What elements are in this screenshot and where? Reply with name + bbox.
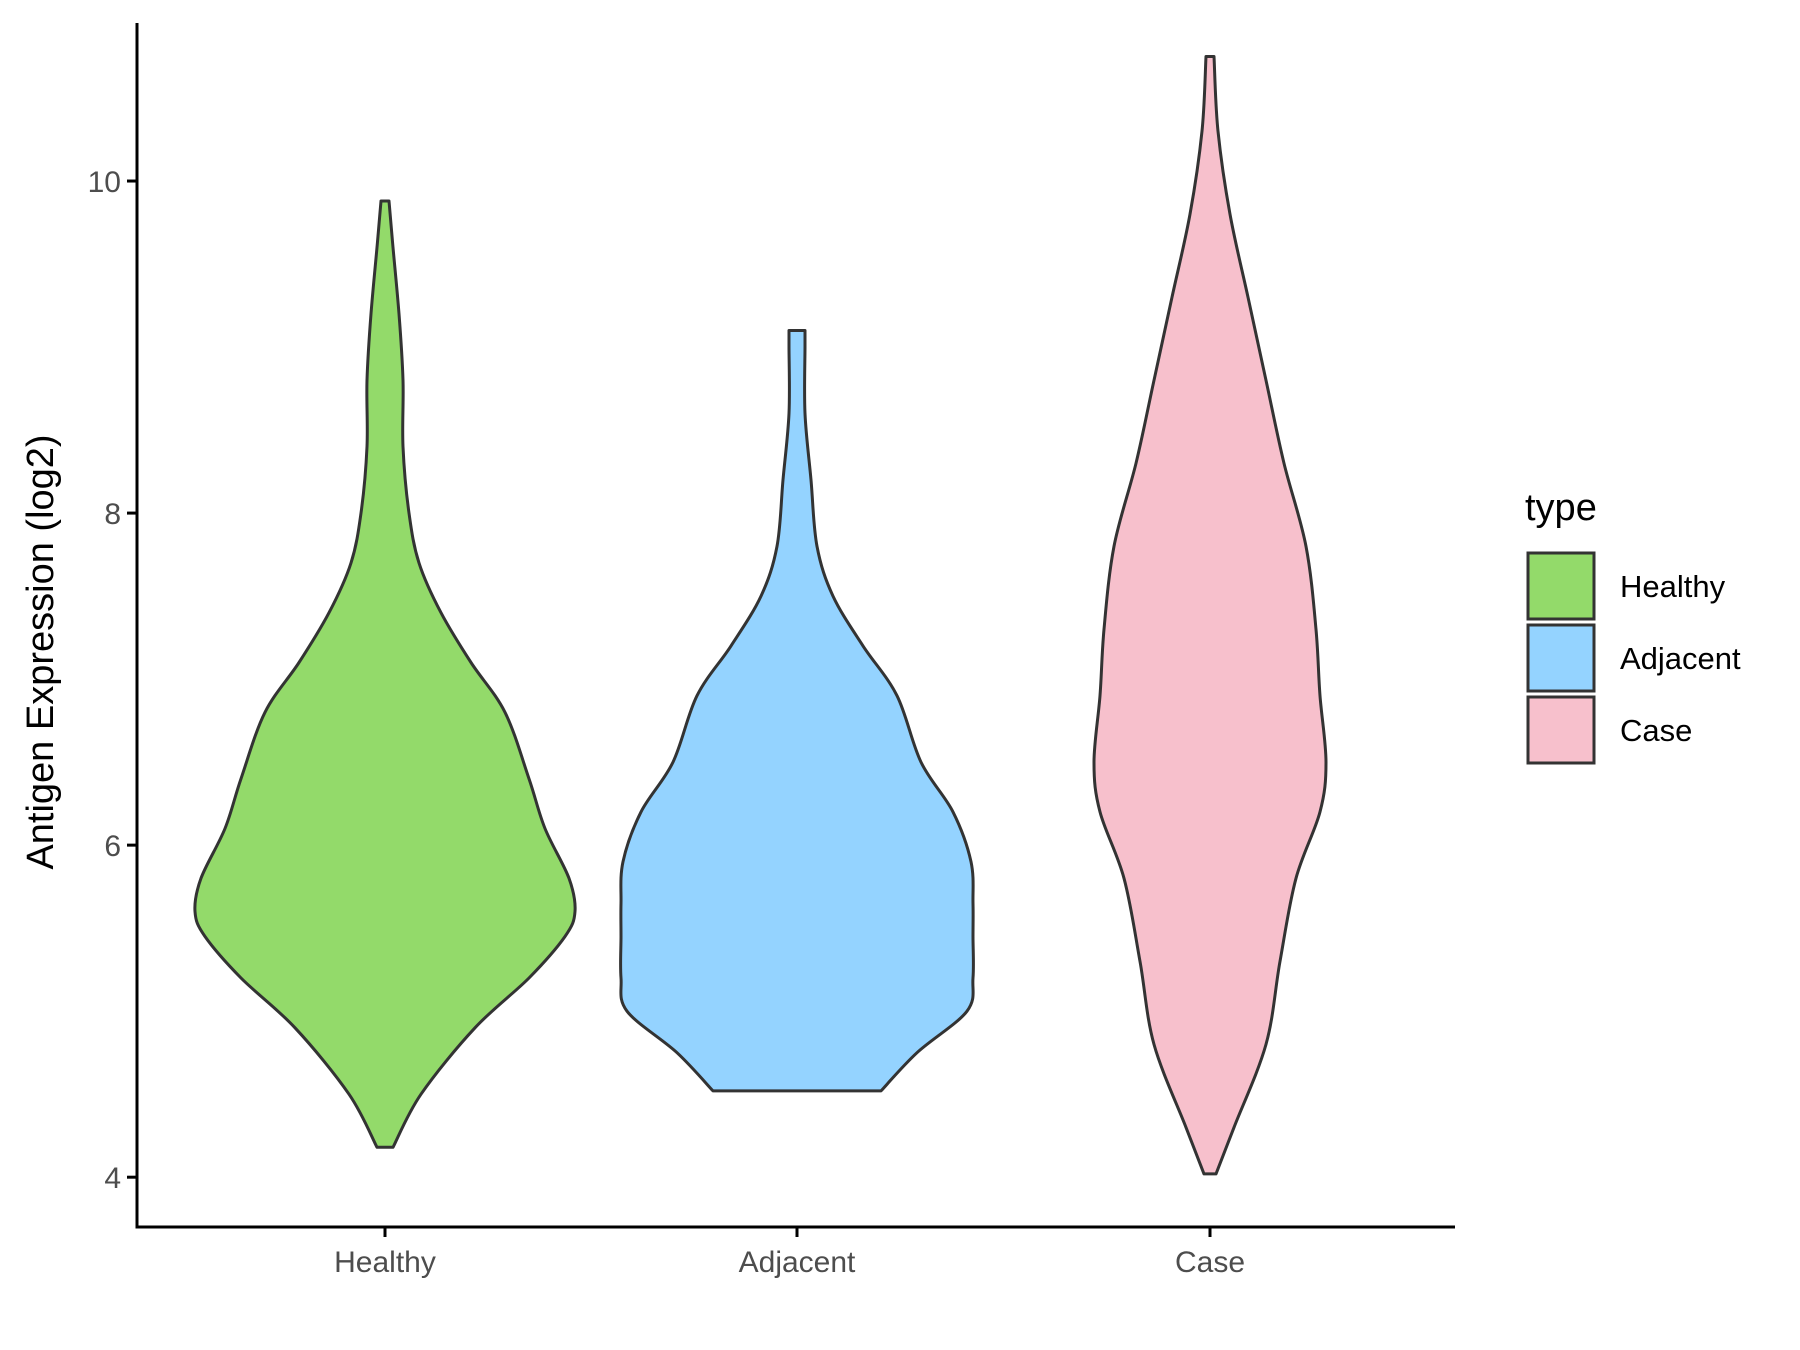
y-tick-label-6: 6 <box>104 830 121 863</box>
legend-label-adjacent: Adjacent <box>1620 641 1741 676</box>
plot-area <box>193 55 1328 1176</box>
legend-label-case: Case <box>1620 713 1692 748</box>
y-axis-title: Antigen Expression (log2) <box>20 434 62 869</box>
legend-title: type <box>1525 487 1597 529</box>
y-tick-label-10: 10 <box>88 166 121 199</box>
legend: type Healthy Adjacent Case <box>1525 487 1741 765</box>
legend-label-healthy: Healthy <box>1620 569 1726 604</box>
violin-healthy <box>193 199 577 1149</box>
violin-adjacent <box>619 329 975 1093</box>
x-tick-label-healthy: Healthy <box>334 1246 436 1279</box>
y-tick-label-8: 8 <box>104 498 121 531</box>
x-tick-label-case: Case <box>1175 1246 1245 1279</box>
violin-case <box>1092 55 1328 1176</box>
x-tick-label-adjacent: Adjacent <box>739 1246 856 1279</box>
legend-key-adjacent <box>1526 623 1596 693</box>
legend-key-healthy <box>1526 551 1596 621</box>
axes: 4 6 8 10 Healthy Adjacent Case <box>88 23 1455 1279</box>
legend-key-case <box>1526 695 1596 765</box>
y-tick-label-4: 4 <box>104 1162 121 1195</box>
